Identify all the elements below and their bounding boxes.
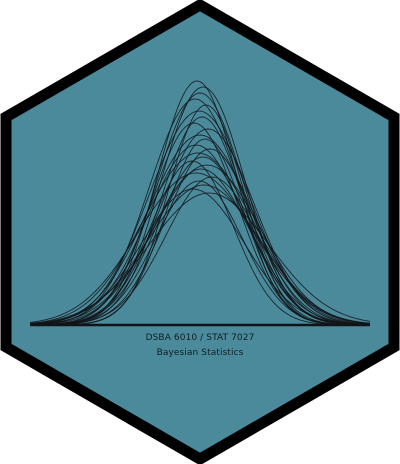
bell-curve: [29, 192, 371, 324]
bell-curve: [29, 152, 371, 325]
bell-curve: [29, 164, 371, 325]
bell-curve: [29, 188, 371, 326]
bell-curve: [29, 172, 371, 324]
bell-curve: [29, 160, 371, 326]
course-title: Bayesian Statistics: [156, 348, 244, 358]
bell-curve: [29, 134, 371, 325]
course-code: DSBA 6010 / STAT 7027: [145, 333, 255, 343]
bell-curve: [29, 128, 371, 326]
posterior-curves: [29, 80, 371, 327]
bell-curve: [29, 176, 371, 326]
bell-curve: [29, 168, 371, 326]
bell-curve: [29, 144, 371, 326]
bell-curve: [29, 180, 371, 326]
